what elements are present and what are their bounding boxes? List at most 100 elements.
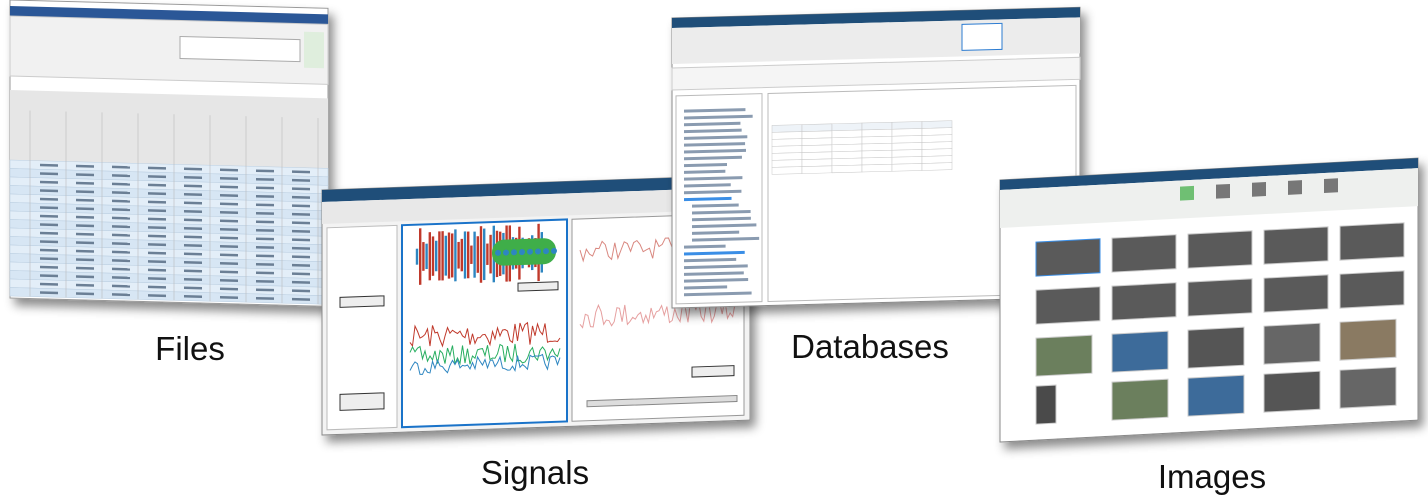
cell-text [184,193,202,196]
cell-text [76,250,94,253]
cell-text [256,288,274,291]
grid-cell [862,164,892,172]
cell-text [40,257,58,260]
grid-cell [802,166,832,174]
cell-text [76,241,94,244]
cell-text [148,184,166,187]
files-screenshot [10,0,328,306]
cell-text [292,255,310,258]
cell-text [256,297,274,300]
cell-text [292,170,310,173]
grid-cell [772,146,802,154]
cell-text [76,284,94,287]
cell-text [256,178,274,181]
thumbnail [1340,367,1396,408]
cell-text [112,242,130,245]
cell-text [112,200,130,203]
cell-text [256,271,274,274]
cell-text [220,194,238,197]
cell-text [76,199,94,202]
cell-text [112,174,130,177]
cell-text [292,247,310,250]
cell-text [76,224,94,227]
cell-text [184,219,202,222]
thumbnail [1264,371,1320,412]
cell-text [292,179,310,182]
grid-cell [922,135,952,143]
cell-text [184,227,202,230]
cell-text [76,165,94,168]
cell-text [112,276,130,279]
cell-text [148,269,166,272]
cell-text [256,229,274,232]
cell-text [220,253,238,256]
cell-text [148,260,166,263]
button [340,296,384,308]
grid-cell [802,138,832,146]
cell-text [40,283,58,286]
cell-text [76,292,94,295]
cell-text [76,173,94,176]
cell-text [292,272,310,275]
caption: Signals [481,454,589,491]
cell-text [76,182,94,185]
grid-cell [772,132,802,140]
cell-text [220,168,238,171]
cell-text [220,228,238,231]
cell-text [220,219,238,222]
grid-cell [832,158,862,166]
cell-text [184,261,202,264]
cell-text [148,175,166,178]
cell-text [112,208,130,211]
cell-text [292,289,310,292]
cell-text [184,236,202,239]
cell-text [256,220,274,223]
grid-cell [832,165,862,173]
cell-text [184,176,202,179]
grid-cell [802,124,832,132]
cell-text [76,267,94,270]
grid-cell [862,150,892,158]
cell-text [40,249,58,252]
ribbon-icon [1252,182,1266,197]
grid-cell [802,152,832,160]
grid-cell [802,159,832,167]
grid-cell [832,123,862,131]
grid-cell [772,139,802,147]
cell-text [112,268,130,271]
cell-text [220,279,238,282]
cell-text [256,237,274,240]
grid-cell [802,131,832,139]
cell-text [292,230,310,233]
cell-text [256,169,274,172]
cell-text [112,183,130,186]
cell-text [184,295,202,298]
cell-text [292,196,310,199]
thumbnail [1036,385,1056,424]
cell-text [256,195,274,198]
caption: Files [155,330,225,367]
cell-text [256,186,274,189]
grid-cell [832,137,862,145]
cell-text [256,246,274,249]
body: Files Signals Databases Images (() => { … [0,0,1428,496]
grid-cell [922,142,952,150]
cell-text [148,286,166,289]
cell-text [148,277,166,280]
grid-cell [892,121,922,129]
thumbnail [1036,239,1100,276]
cell-text [184,278,202,281]
grid-cell [922,121,952,129]
grid-cell [922,128,952,136]
thumbnail [1112,283,1176,320]
cell-text [76,258,94,261]
cell-text [184,185,202,188]
cell-text [184,270,202,273]
cell-text [148,226,166,229]
cell-text [292,213,310,216]
grid-cell [772,153,802,161]
cell-text [148,192,166,195]
cell-text [112,259,130,262]
cell-text [148,235,166,238]
grid-cell [832,130,862,138]
